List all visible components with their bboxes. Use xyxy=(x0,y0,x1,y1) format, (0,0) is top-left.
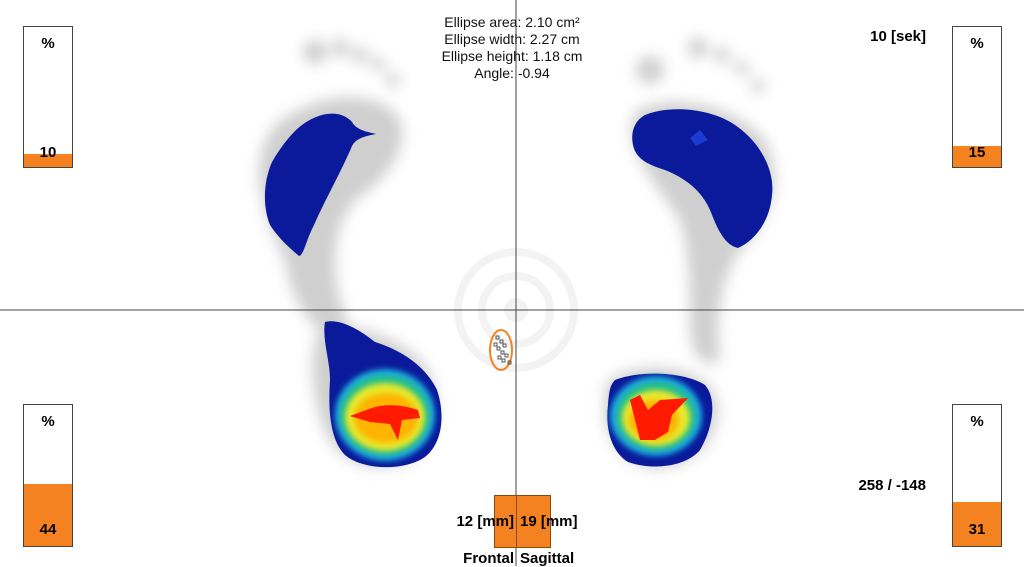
gauge-fill xyxy=(24,484,72,546)
gauge-top-right: % 15 xyxy=(952,26,1002,168)
ellipse-height: Ellipse height: 1.18 cm xyxy=(441,48,583,64)
gauge-fill xyxy=(953,146,1001,167)
gauge-unit: % xyxy=(41,413,55,430)
gauge-unit: % xyxy=(970,413,984,430)
right-heel-pressure xyxy=(607,373,713,467)
gauge-value: 15 xyxy=(968,144,986,161)
gauge-top-left: % 10 xyxy=(23,26,73,168)
sagittal-label: Sagittal xyxy=(520,550,575,567)
frontal-label: Frontal xyxy=(463,550,514,567)
gauge-value: 31 xyxy=(968,521,986,538)
ellipse-angle: Angle: -0.94 xyxy=(474,65,550,81)
right-forefoot-spot xyxy=(690,130,708,146)
coordinate-label: 258 / -148 xyxy=(858,477,926,494)
gauge-fill xyxy=(24,154,72,167)
right-forefoot-pressure xyxy=(632,109,773,248)
time-label: 10 [sek] xyxy=(870,28,926,45)
sway-ellipse xyxy=(489,329,513,371)
gauge-value: 44 xyxy=(39,521,57,538)
sagittal-value: 19 [mm] xyxy=(520,513,578,530)
left-heel-pressure xyxy=(324,321,442,468)
gauge-bottom-right: % 31 xyxy=(952,404,1002,547)
gauge-unit: % xyxy=(970,35,984,52)
gauge-value: 10 xyxy=(39,144,57,161)
ellipse-info: Ellipse area: 2.10 cm² Ellipse width: 2.… xyxy=(442,14,583,82)
gauge-bottom-left: % 44 xyxy=(23,404,73,547)
ellipse-width: Ellipse width: 2.27 cm xyxy=(444,31,580,47)
gauge-unit: % xyxy=(41,35,55,52)
frontal-value: 12 [mm] xyxy=(456,513,514,530)
gauge-fill xyxy=(953,502,1001,546)
left-forefoot-pressure xyxy=(264,113,376,256)
ellipse-area: Ellipse area: 2.10 cm² xyxy=(444,14,580,30)
sagittal-bar xyxy=(516,495,551,548)
